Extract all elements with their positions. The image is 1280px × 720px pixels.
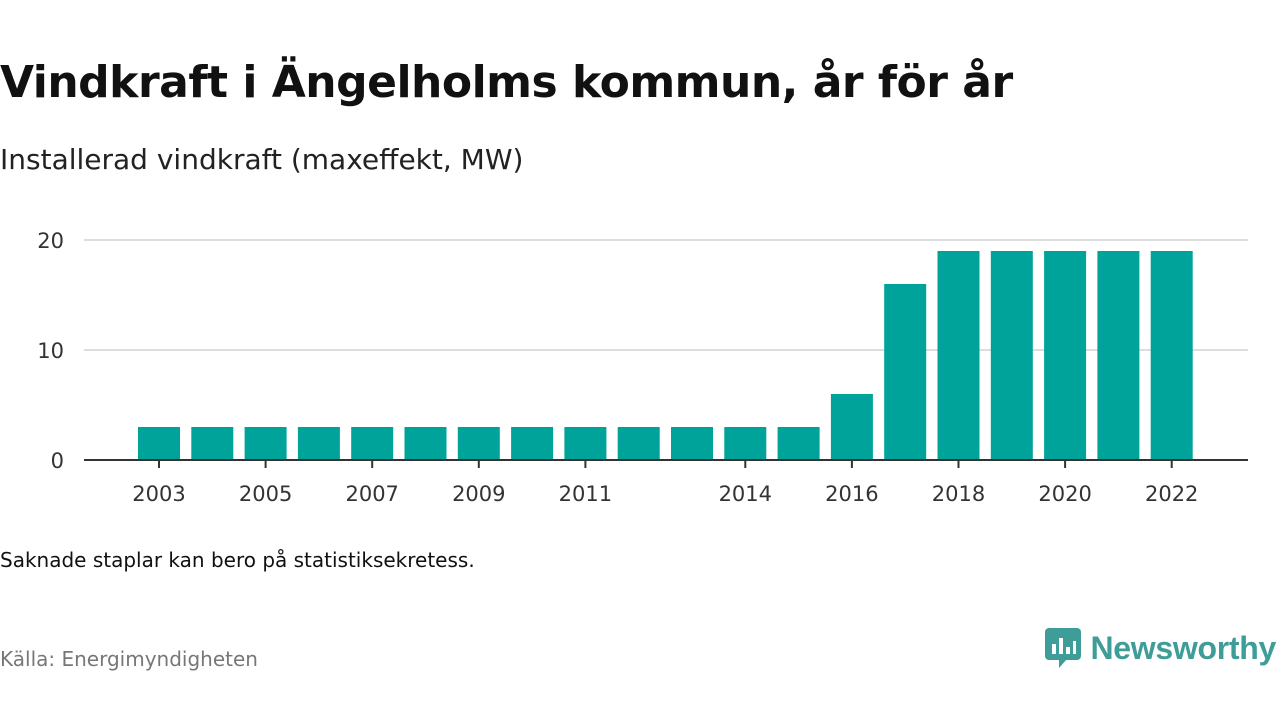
bar bbox=[990, 251, 1033, 460]
bar bbox=[1044, 251, 1087, 460]
x-tick-label: 2022 bbox=[1145, 482, 1198, 506]
bar bbox=[404, 427, 447, 460]
bar bbox=[937, 251, 980, 460]
y-tick-label: 0 bbox=[51, 449, 64, 473]
y-tick-label: 10 bbox=[37, 339, 64, 363]
x-tick-label: 2011 bbox=[559, 482, 612, 506]
x-tick-label: 2005 bbox=[239, 482, 292, 506]
bar bbox=[191, 427, 234, 460]
bar bbox=[297, 427, 340, 460]
x-tick-label: 2018 bbox=[932, 482, 985, 506]
bar bbox=[617, 427, 660, 460]
bar bbox=[1097, 251, 1140, 460]
bar bbox=[244, 427, 287, 460]
bar bbox=[724, 427, 767, 460]
bar bbox=[884, 284, 927, 460]
footnote: Saknade staplar kan bero på statistiksek… bbox=[0, 548, 475, 572]
x-tick-label: 2003 bbox=[132, 482, 185, 506]
x-tick-label: 2020 bbox=[1038, 482, 1091, 506]
brand-logo[interactable]: Newsworthy bbox=[1044, 628, 1277, 668]
x-tick-label: 2014 bbox=[719, 482, 772, 506]
x-tick-label: 2007 bbox=[345, 482, 398, 506]
bar bbox=[351, 427, 394, 460]
bars bbox=[138, 251, 1193, 460]
bar bbox=[777, 427, 820, 460]
chart-title: Vindkraft i Ängelholms kommun, år för år bbox=[0, 57, 1013, 108]
x-tick-label: 2016 bbox=[825, 482, 878, 506]
bar bbox=[457, 427, 500, 460]
bar bbox=[830, 394, 873, 460]
x-tick-label: 2009 bbox=[452, 482, 505, 506]
x-axis-labels: 2003 2005 2007 2009 2011 2014 2016 2018 2020 2022 bbox=[132, 482, 1198, 506]
y-axis-labels: 0 10 20 bbox=[37, 229, 64, 473]
source-credit: Källa: Energimyndigheten bbox=[0, 647, 258, 671]
y-tick-label: 20 bbox=[37, 229, 64, 253]
bar bbox=[671, 427, 713, 460]
chart-subtitle: Installerad vindkraft (maxeffekt, MW) bbox=[0, 143, 524, 176]
x-axis-ticks bbox=[158, 460, 1173, 468]
newsworthy-logo-icon bbox=[1044, 628, 1081, 668]
bar bbox=[138, 427, 180, 460]
bar bbox=[564, 427, 607, 460]
bar bbox=[511, 427, 554, 460]
brand-name: Newsworthy bbox=[1090, 629, 1277, 666]
bar bbox=[1150, 251, 1193, 460]
